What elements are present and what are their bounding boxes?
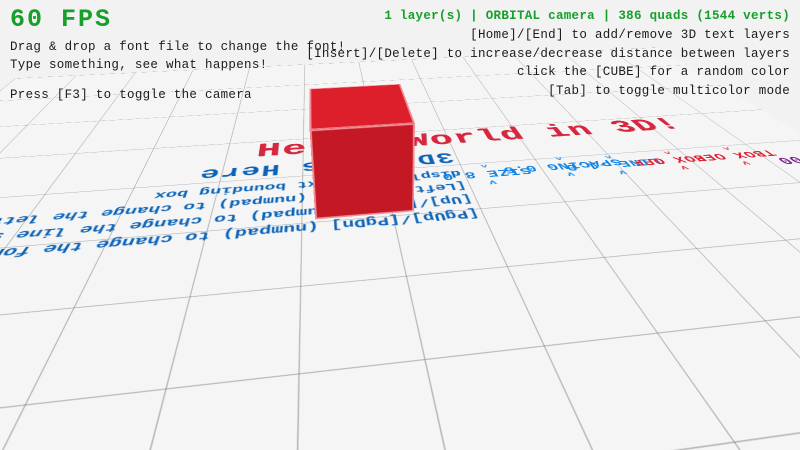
hud-left-spacer xyxy=(10,74,345,86)
cube-face-back xyxy=(309,123,415,220)
hint-type: Type something, see what happens! xyxy=(10,57,268,72)
hint-multicolor: [Tab] to toggle multicolor mode xyxy=(548,84,790,98)
hint-camera-toggle: Press [F3] to toggle the camera xyxy=(10,87,252,102)
scene-status: 1 layer(s) | ORBITAL camera | 386 quads … xyxy=(384,9,790,23)
hint-add-remove-layers: [Home]/[End] to add/remove 3D text layer… xyxy=(470,27,790,42)
fps-counter: 60 FPS xyxy=(10,5,113,34)
hint-cube-color: click the [CUBE] for a random color xyxy=(516,65,790,80)
hint-drag-drop: Drag & drop a font file to change the fo… xyxy=(10,39,346,54)
hud-left-panel: 60 FPS Drag & drop a font file to change… xyxy=(10,6,345,104)
hud-right-panel: 1 layer(s) | ORBITAL camera | 386 quads … xyxy=(306,7,790,101)
cube[interactable] xyxy=(309,83,415,220)
hint-layer-distance: [Insert]/[Delete] to increase/decrease d… xyxy=(306,46,790,61)
